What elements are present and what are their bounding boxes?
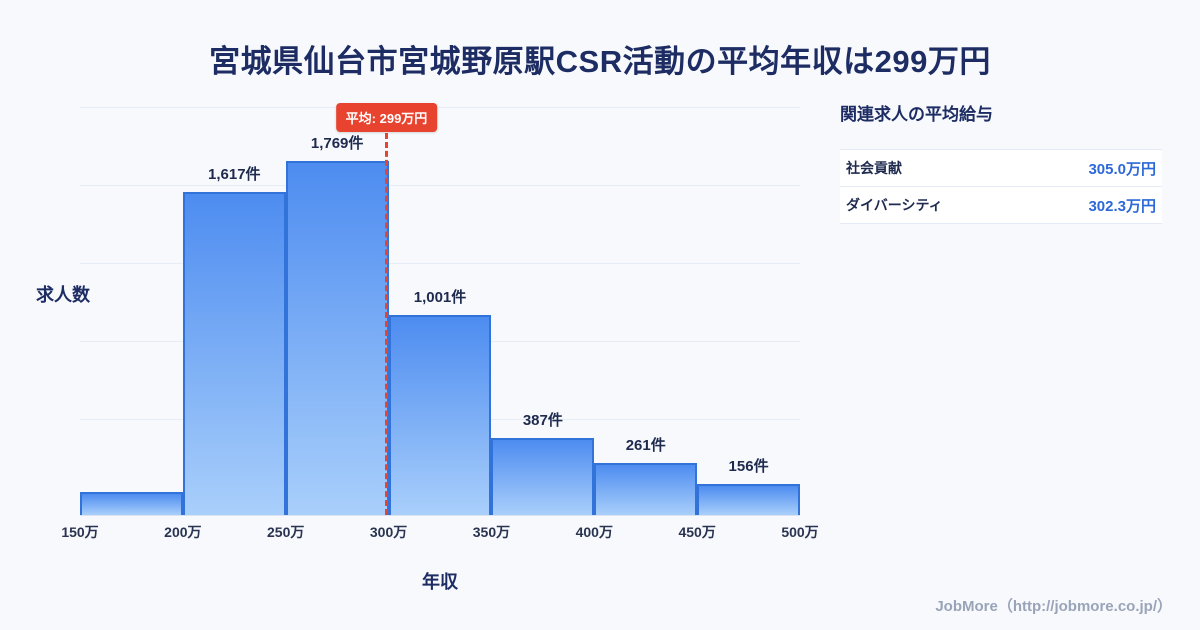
x-tick-label: 250万 [267, 524, 305, 540]
salary-table: 社会貢献 305.0万円ダイバーシティ 302.3万円 [840, 149, 1162, 224]
histogram-bar-400万-450万 [594, 462, 698, 515]
histogram-bar-150万-200万 [80, 492, 183, 515]
footer-credit: JobMore（http://jobmore.co.jp/） [935, 598, 1172, 615]
histogram-bar-450万-500万 [697, 483, 800, 515]
bar-count-label: 387件 [522, 411, 563, 429]
salary-row-value: 305.0万円 [1088, 160, 1156, 178]
histogram-bar-350万-400万 [491, 437, 595, 515]
histogram-bar-300万-350万 [388, 314, 492, 515]
salary-table-row: 社会貢献 305.0万円 [840, 150, 1162, 187]
x-tick-label: 500万 [781, 524, 819, 540]
gridline [80, 107, 800, 108]
salary-table-row: ダイバーシティ 302.3万円 [840, 187, 1162, 224]
x-axis-label: 年収 [422, 572, 458, 592]
histogram-bar-200万-250万 [182, 191, 286, 515]
x-tick-label: 300万 [369, 524, 408, 540]
x-tick-label: 350万 [472, 524, 511, 540]
page-title: 宮城県仙台市宮城野原駅CSR活動の平均年収は299万円 [209, 44, 991, 79]
related-jobs-heading: 関連求人の平均給与 [840, 105, 993, 124]
salary-row-label: 社会貢献 [846, 160, 902, 176]
salary-row-label: ダイバーシティ [846, 197, 943, 213]
y-axis-label: 求人数 [36, 285, 90, 305]
gridline [80, 185, 800, 186]
plot-area: 1,617件 1,769件 1,001件 387件 261件 156件 平均: 299万円 [80, 103, 800, 516]
bar-count-label: 1,001件 [413, 288, 467, 306]
x-axis-line [80, 515, 800, 516]
x-tick-label: 400万 [575, 524, 613, 540]
x-tick-label: 450万 [678, 524, 716, 540]
bar-count-label: 1,617件 [208, 165, 261, 183]
average-badge: 平均: 299万円 [335, 103, 438, 132]
x-tick-label: 200万 [164, 524, 202, 540]
x-axis-ticks: 150万 200万 250万 300万 350万 400万 450万 500万 [61, 522, 818, 542]
histogram-bar-250万-300万 [285, 161, 389, 515]
bar-count-label: 156件 [728, 457, 769, 475]
salary-row-value: 302.3万円 [1088, 197, 1156, 215]
x-tick-label: 150万 [61, 524, 99, 540]
gridline [80, 263, 800, 264]
bar-count-label: 261件 [625, 436, 666, 454]
related-jobs-panel: 関連求人の平均給与 社会貢献 305.0万円ダイバーシティ 302.3万円 [840, 100, 1162, 224]
bar-count-label: 1,769件 [310, 135, 364, 153]
average-line [385, 133, 388, 515]
